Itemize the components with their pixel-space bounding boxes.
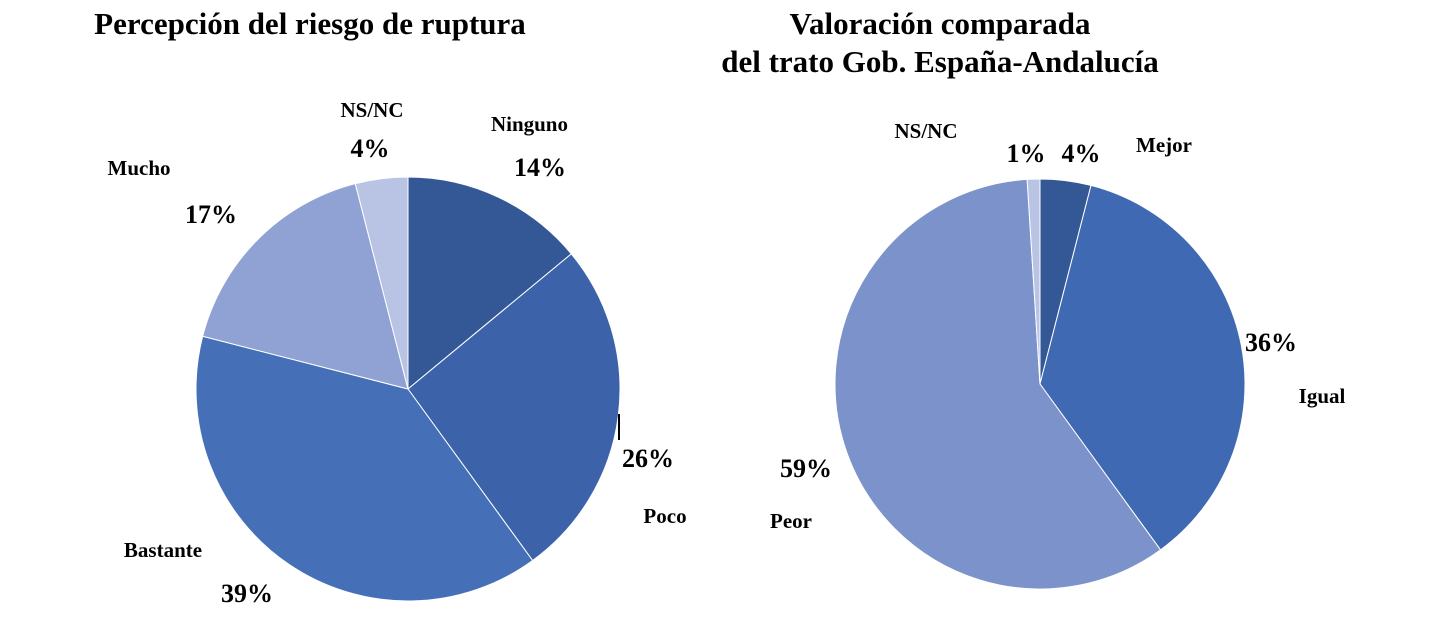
label-peor: Peor (770, 509, 812, 533)
pct-peor: 59% (780, 454, 832, 483)
pie-chart-riesgo-ruptura (195, 176, 621, 602)
label-mucho: Mucho (108, 156, 171, 180)
label-mejor: Mejor (1136, 133, 1192, 157)
chart-1-title: Percepción del riesgo de ruptura (94, 6, 526, 41)
pct-poco: 26% (622, 444, 674, 473)
pct-nsnc-2: 1% (1007, 139, 1046, 168)
pie1-slice-ninguno (407, 176, 573, 391)
chart-2-title-line-1: Valoración comparada (789, 6, 1091, 41)
label-nsnc-2: NS/NC (894, 119, 957, 143)
pie1-slice-nsnc (354, 176, 409, 390)
pie2-slice-igual (1039, 184, 1246, 551)
pie1-slice-mucho (202, 183, 409, 390)
label-nsnc-1: NS/NC (340, 98, 403, 122)
label-poco: Poco (643, 504, 686, 528)
chart-2-title: Valoración comparada del trato Gob. Espa… (660, 5, 1220, 81)
label-igual: Igual (1299, 384, 1346, 408)
pct-nsnc-1: 4% (351, 134, 390, 163)
pie-chart-trato-comparado (834, 178, 1246, 590)
pie2-slice-peor (834, 178, 1162, 590)
pct-mejor: 4% (1062, 139, 1101, 168)
pie2-slice-nsnc (1026, 178, 1041, 385)
label-bastante: Bastante (124, 538, 202, 562)
pie1-slice-bastante (195, 335, 534, 602)
pct-mucho: 17% (185, 200, 237, 229)
pct-ninguno: 14% (514, 153, 566, 182)
pct-igual: 36% (1245, 328, 1297, 357)
chart-2-title-line-2: del trato Gob. España-Andalucía (721, 44, 1159, 79)
label-ninguno: Ninguno (491, 112, 568, 136)
pct-bastante: 39% (221, 579, 273, 608)
